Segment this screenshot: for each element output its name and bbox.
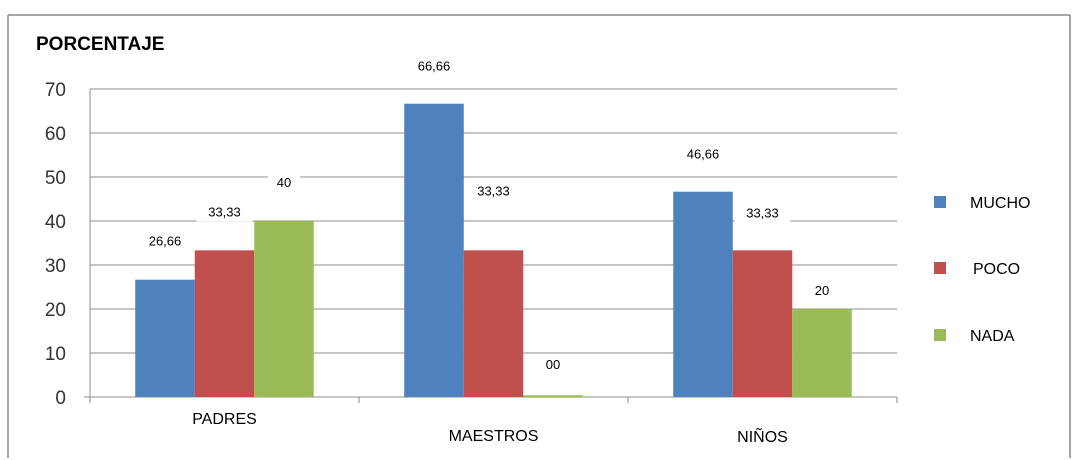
legend: MUCHO POCO NADA xyxy=(934,195,1030,345)
data-label-nada-ninos: 20 xyxy=(815,283,829,298)
bar-nada-maestros xyxy=(523,395,583,397)
bar-poco-padres xyxy=(194,250,255,397)
legend-swatch-nada xyxy=(934,329,946,341)
legend-label-nada: NADA xyxy=(970,328,1015,345)
data-label-mucho-maestros: 66,66 xyxy=(418,59,451,74)
data-label-background xyxy=(465,182,522,201)
y-tick-label: 50 xyxy=(45,168,66,189)
data-label-poco-padres: 33,33 xyxy=(208,204,241,219)
bar-mucho-ninos xyxy=(673,191,733,397)
y-tick-label: 30 xyxy=(45,256,66,277)
legend-swatch-poco xyxy=(934,262,946,274)
data-label-mucho-ninos: 46,66 xyxy=(687,147,720,162)
data-labels: 26,66 66,66 46,66 33,33 33,33 33,33 40 00 20 xyxy=(137,57,838,375)
data-label-mucho-padres: 26,66 xyxy=(149,234,182,249)
bar-nada-ninos xyxy=(792,309,852,397)
data-label-background xyxy=(806,282,838,300)
data-label-nada-maestros: 00 xyxy=(546,357,560,372)
data-label-background xyxy=(406,57,462,76)
y-tick-label: 60 xyxy=(45,124,66,145)
data-label-background xyxy=(268,174,300,192)
bar-poco-ninos xyxy=(732,250,793,397)
data-label-background xyxy=(137,232,193,251)
data-label-poco-ninos: 33,33 xyxy=(746,205,779,220)
data-label-poco-maestros: 33,33 xyxy=(477,183,510,198)
y-tick-label: 40 xyxy=(45,212,66,233)
legend-swatch-mucho xyxy=(934,196,946,208)
x-tick-label-padres: PADRES xyxy=(192,411,257,428)
legend-label-mucho: MUCHO xyxy=(970,195,1030,212)
bar-mucho-padres xyxy=(135,279,195,397)
data-label-background xyxy=(196,203,253,222)
bar-nada-padres xyxy=(254,221,314,397)
data-label-background xyxy=(675,145,731,164)
x-tick-label-ninos: NIÑOS xyxy=(737,426,788,446)
data-label-background xyxy=(734,204,791,223)
y-tick-label: 70 xyxy=(45,80,66,101)
data-label-nada-padres: 40 xyxy=(277,175,291,190)
x-tick-label-maestros: MAESTROS xyxy=(449,428,539,445)
axes: 0 10 20 30 40 50 60 70 PADRES MAESTROS NIÑOS xyxy=(45,80,898,446)
bars xyxy=(135,103,852,398)
y-tick-label: 0 xyxy=(55,388,66,409)
bar-poco-maestros xyxy=(463,250,524,397)
data-label-background xyxy=(537,356,569,375)
y-tick-label: 10 xyxy=(45,344,66,365)
legend-label-poco: POCO xyxy=(973,261,1020,278)
bar-mucho-maestros xyxy=(404,103,464,398)
chart-title: PORCENTAJE xyxy=(36,34,165,55)
y-tick-label: 20 xyxy=(45,300,66,321)
